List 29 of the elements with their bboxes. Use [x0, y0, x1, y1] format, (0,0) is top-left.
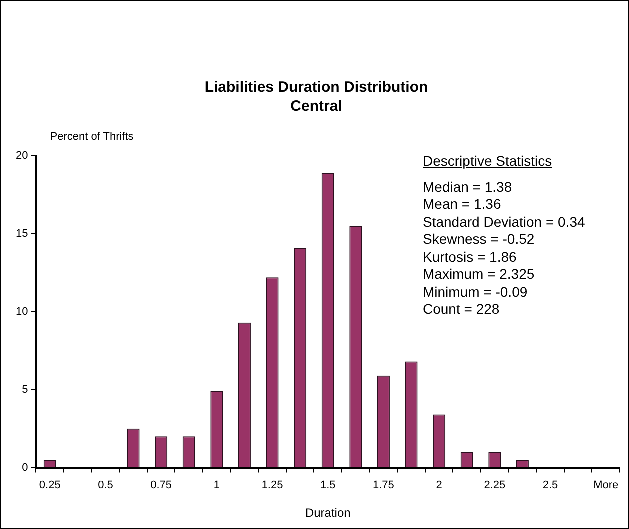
chart-title: Liabilities Duration Distribution [204, 79, 428, 96]
x-tick-label: 2.25 [484, 479, 506, 492]
x-tick-label: 0.25 [39, 479, 61, 492]
x-tick-label: 1 [214, 479, 220, 492]
annotation: Minimum = -0.09 [423, 284, 529, 301]
annotation: Skewness = -0.52 [423, 231, 536, 248]
x-axis-title: Duration [305, 506, 351, 520]
x-tick-label: 1.5 [320, 479, 336, 492]
y-tick-label: 10 [16, 306, 28, 318]
y-tick-label: 5 [22, 384, 28, 396]
x-tick-label: 1.25 [262, 479, 284, 492]
annotation: Count = 228 [423, 301, 501, 318]
annotation: Standard Deviation = 0.34 [423, 214, 586, 231]
y-tick-label: 0 [22, 462, 28, 474]
y-axis-title: Percent of Thrifts [50, 131, 134, 143]
annotation: Median = 1.38 [423, 178, 514, 196]
x-tick-label: 2 [436, 479, 442, 492]
annotation: Kurtosis = 1.86 [423, 248, 518, 266]
annotation: Maximum = 2.325 [423, 266, 536, 284]
x-tick-label: 2.5 [542, 479, 558, 492]
x-tick-label: 0.5 [98, 479, 114, 492]
y-tick-label: 15 [16, 228, 28, 240]
chart-subtitle: Central [290, 98, 342, 116]
annotation: Descriptive Statistics [423, 153, 554, 170]
y-tick-label: 20 [16, 150, 28, 162]
x-tick-label: 0.75 [150, 479, 172, 492]
x-tick-label: 1.75 [373, 479, 394, 492]
annotation: Mean = 1.36 [423, 196, 502, 214]
x-tick-label: More [594, 479, 619, 492]
